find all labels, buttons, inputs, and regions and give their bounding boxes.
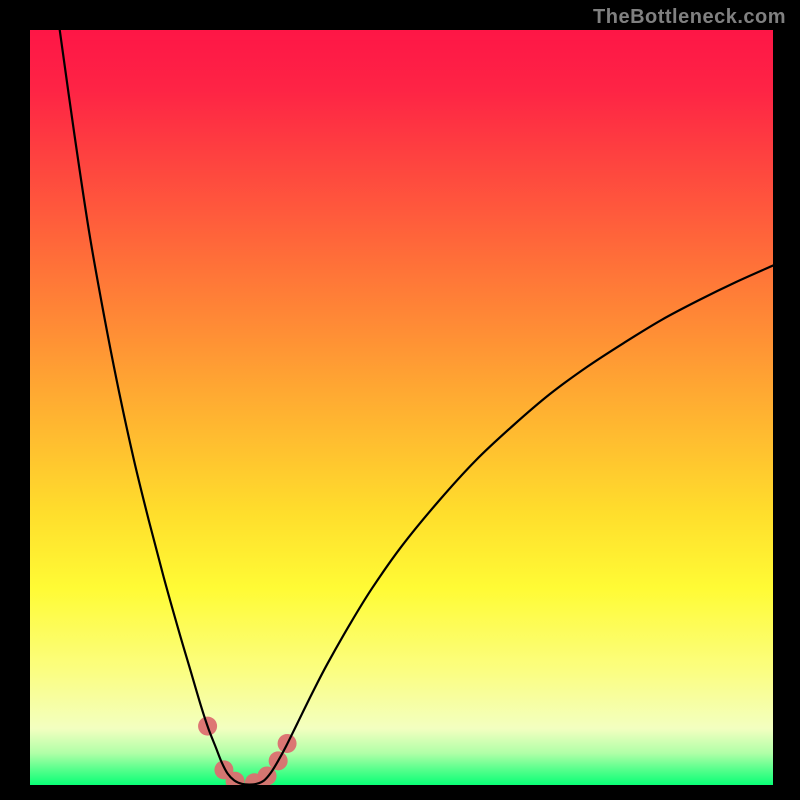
- chart-frame: TheBottleneck.com: [0, 0, 800, 800]
- watermark-text: TheBottleneck.com: [593, 6, 786, 29]
- plot-area: [30, 30, 773, 785]
- gradient-background: [30, 30, 773, 785]
- bottleneck-chart: [30, 30, 773, 785]
